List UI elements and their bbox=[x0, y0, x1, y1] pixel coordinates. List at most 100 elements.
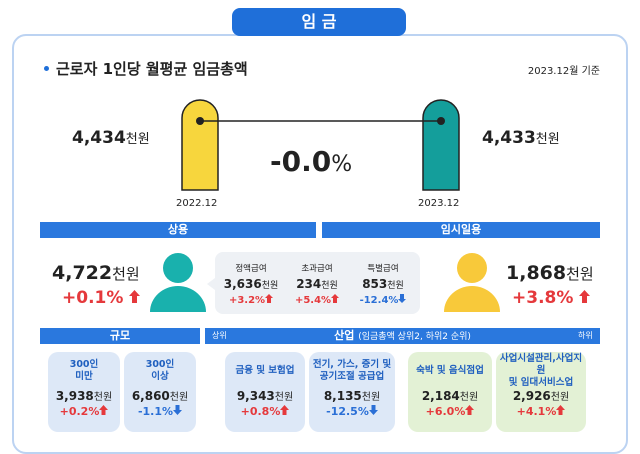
top-label: 상위 bbox=[212, 331, 227, 340]
card-value: 9,343천원 bbox=[225, 388, 305, 403]
breakdown-item: 정액급여 3,636천원 +3.2% bbox=[218, 262, 284, 306]
left-value: 4,434천원 bbox=[72, 128, 150, 148]
up-arrow bbox=[465, 405, 475, 415]
section-bar: 규모 bbox=[40, 328, 200, 344]
value: 2,926 bbox=[512, 389, 551, 403]
unit: 천원 bbox=[321, 281, 338, 291]
unit: 천원 bbox=[566, 265, 594, 283]
down-arrow bbox=[398, 294, 407, 303]
card: 금융 및 보험업 9,343천원 +0.8% bbox=[225, 352, 305, 432]
unit: 천원 bbox=[535, 132, 560, 147]
unit: 천원 bbox=[93, 392, 113, 403]
up-arrow bbox=[331, 294, 340, 303]
unit: 천원 bbox=[261, 281, 279, 291]
card: 사업시설관리,사업지원 및 임대서비스업 2,926천원 +4.1% bbox=[496, 352, 586, 432]
change: +4.1% bbox=[516, 405, 557, 418]
left-date: 2022.12 bbox=[176, 198, 218, 209]
basis: 2023.12월 기준 bbox=[527, 66, 600, 77]
down-arrow bbox=[368, 405, 378, 415]
value: 8,135 bbox=[323, 389, 362, 403]
value: 4,434 bbox=[72, 128, 126, 148]
right-date: 2023.12 bbox=[418, 198, 460, 209]
value: 6,860 bbox=[131, 389, 170, 403]
header-title: 임 금 bbox=[232, 8, 406, 36]
card: 300인 미만 3,938천원 +0.2% bbox=[48, 352, 120, 432]
card-change: +4.1% bbox=[496, 405, 586, 418]
unit: 천원 bbox=[169, 392, 189, 403]
card-change: -1.1% bbox=[124, 405, 196, 418]
up-arrow bbox=[265, 294, 274, 303]
section-bar: 상용 bbox=[40, 222, 316, 238]
card: 300인 이상 6,860천원 -1.1% bbox=[124, 352, 196, 432]
section-bar: 산업 (임금총액 상위2, 하위2 순위) bbox=[205, 328, 600, 344]
label: 산업 bbox=[334, 329, 355, 342]
card-change: +6.0% bbox=[408, 405, 492, 418]
regular-value: 4,722천원 bbox=[52, 262, 140, 284]
card-name: 이상 bbox=[151, 371, 169, 382]
note: (임금총액 상위2, 하위2 순위) bbox=[358, 332, 471, 342]
card-value: 2,184천원 bbox=[408, 388, 492, 403]
up-arrow bbox=[129, 290, 141, 303]
value: -0.0 bbox=[270, 145, 332, 178]
unit: 천원 bbox=[550, 392, 570, 403]
value: 9,343 bbox=[236, 389, 275, 403]
up-arrow bbox=[556, 405, 566, 415]
change: -0.0% bbox=[270, 145, 352, 178]
change: +3.8% bbox=[512, 288, 574, 308]
bullet bbox=[44, 66, 49, 71]
card-change: +0.2% bbox=[48, 405, 120, 418]
change: +0.1% bbox=[62, 288, 124, 308]
value: 1,868 bbox=[506, 262, 567, 284]
label: 정액급여 bbox=[235, 264, 267, 274]
value: 234 bbox=[296, 277, 322, 291]
value: 853 bbox=[362, 277, 388, 291]
card-name: 전기, 가스, 증기 및 bbox=[312, 359, 392, 370]
value: 3,636 bbox=[223, 277, 262, 291]
card-value: 8,135천원 bbox=[309, 388, 395, 403]
label: 특별급여 bbox=[367, 264, 399, 274]
change: +3.2% bbox=[228, 295, 266, 306]
card-value: 3,938천원 bbox=[48, 388, 120, 403]
unit: 천원 bbox=[387, 281, 404, 291]
card: 전기, 가스, 증기 및 공기조절 공급업 8,135천원 -12.5% bbox=[309, 352, 395, 432]
unit: 천원 bbox=[459, 392, 479, 403]
temporary-value: 1,868천원 bbox=[506, 262, 594, 284]
card-value: 2,926천원 bbox=[496, 388, 586, 403]
card-name: 금융 및 보험업 bbox=[235, 365, 295, 376]
value: 4,433 bbox=[482, 128, 536, 148]
up-arrow bbox=[579, 290, 591, 303]
change: +0.8% bbox=[240, 405, 281, 418]
bottom-label: 하위 bbox=[578, 331, 593, 340]
card-value: 6,860천원 bbox=[124, 388, 196, 403]
regular-change: +0.1% bbox=[62, 288, 141, 308]
change: +0.2% bbox=[59, 405, 100, 418]
unit: 천원 bbox=[274, 392, 294, 403]
card-name: 사업시설관리,사업지원 bbox=[499, 353, 583, 376]
card-name: 및 임대서비스업 bbox=[508, 377, 574, 388]
card-name: 미만 bbox=[75, 371, 93, 382]
breakdown-item: 초과급여 234천원 +5.4% bbox=[284, 262, 350, 306]
section-bar: 임시일용 bbox=[322, 222, 600, 238]
card: 숙박 및 음식점업 2,184천원 +6.0% bbox=[408, 352, 492, 432]
unit: 천원 bbox=[112, 265, 140, 283]
card-name: 숙박 및 음식점업 bbox=[416, 365, 484, 376]
change: +5.4% bbox=[294, 295, 332, 306]
change: -12.4% bbox=[359, 295, 399, 306]
change: +6.0% bbox=[425, 405, 466, 418]
unit: 천원 bbox=[361, 392, 381, 403]
unit: 천원 bbox=[125, 132, 150, 147]
breakdown: 정액급여 3,636천원 +3.2% 초과급여 234천원 +5.4% 특별급여 853천… bbox=[218, 262, 416, 306]
value: 4,722 bbox=[52, 262, 113, 284]
right-value: 4,433천원 bbox=[482, 128, 560, 148]
card-change: +0.8% bbox=[225, 405, 305, 418]
breakdown-item: 특별급여 853천원 -12.4% bbox=[350, 262, 416, 306]
label: 초과급여 bbox=[301, 264, 333, 274]
up-arrow bbox=[280, 405, 290, 415]
card-name: 300인 bbox=[69, 359, 99, 370]
value: 2,184 bbox=[421, 389, 460, 403]
subtitle: 근로자 1인당 월평균 임금총액 bbox=[56, 60, 248, 78]
value: 3,938 bbox=[55, 389, 94, 403]
change: -1.1% bbox=[137, 405, 174, 418]
